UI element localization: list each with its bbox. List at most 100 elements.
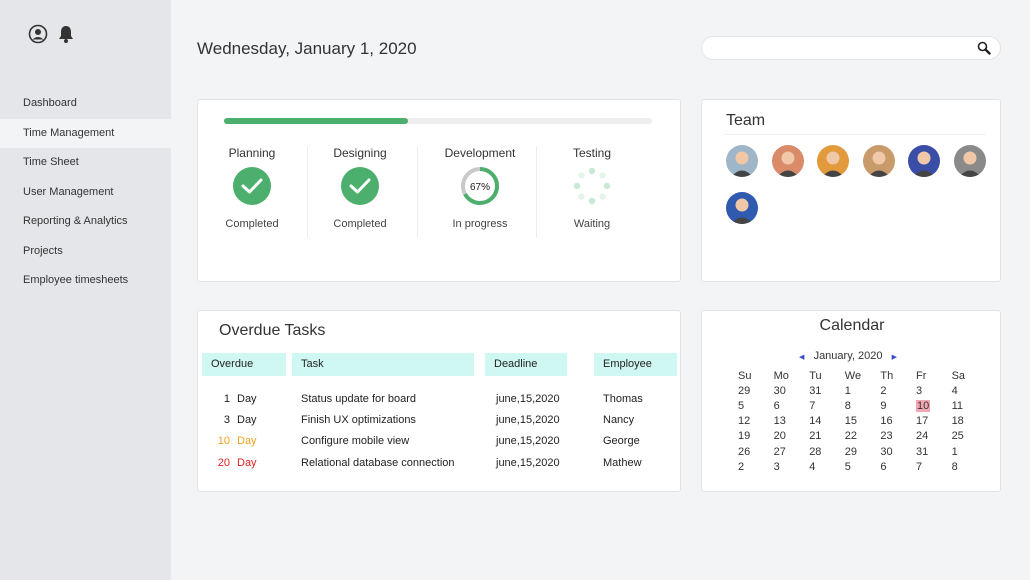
phase-status: Completed — [225, 218, 279, 230]
spinner-dot — [578, 193, 585, 200]
calendar-day[interactable]: 6 — [773, 399, 780, 412]
search-box[interactable] — [701, 36, 1001, 60]
calendar-day[interactable]: 30 — [880, 445, 893, 458]
calendar-day[interactable]: 30 — [773, 384, 786, 397]
calendar-day[interactable]: 25 — [951, 430, 964, 443]
calendar-day[interactable]: 7 — [915, 460, 923, 473]
chevron-left-icon[interactable]: ◀ — [799, 354, 805, 361]
calendar-day[interactable]: 12 — [738, 415, 751, 428]
calendar-day[interactable]: 3 — [915, 384, 923, 397]
phase-planning: Planning Completed — [192, 146, 312, 230]
sidebar-item-reporting-analytics[interactable]: Reporting & Analytics — [23, 215, 128, 227]
calendar-day[interactable]: 17 — [915, 415, 929, 428]
calendar-weekday: Su — [738, 369, 752, 382]
column-header-deadline[interactable]: Deadline — [485, 353, 567, 376]
sidebar-item-employee-timesheets[interactable]: Employee timesheets — [23, 274, 129, 286]
column-header-overdue[interactable]: Overdue — [202, 353, 286, 376]
overdue-unit: Day — [237, 457, 257, 469]
task-employee: George — [603, 435, 640, 447]
avatar[interactable] — [817, 145, 849, 177]
calendar-day[interactable]: 11 — [951, 399, 963, 412]
avatar[interactable] — [953, 145, 986, 177]
calendar-day[interactable]: 2 — [738, 460, 745, 473]
overdue-days: 20 — [217, 457, 230, 469]
table-row[interactable]: 1 Day Status update for board june,15,20… — [198, 393, 682, 409]
calendar-weekday: Th — [880, 369, 894, 382]
calendar-day[interactable]: 16 — [880, 415, 893, 428]
page-date: Wednesday, January 1, 2020 — [197, 39, 417, 58]
calendar-day[interactable]: 14 — [809, 415, 822, 428]
overdue-tasks-card: Overdue Tasks Overdue Task Deadline Empl… — [197, 310, 681, 492]
chevron-right-icon[interactable]: ▶ — [891, 354, 898, 361]
calendar-day[interactable]: 3 — [773, 460, 780, 473]
calendar-day[interactable]: 8 — [951, 460, 958, 473]
bell-icon[interactable] — [57, 24, 75, 49]
search-input[interactable] — [714, 37, 974, 59]
calendar-day[interactable]: 5 — [738, 399, 745, 412]
calendar-day[interactable]: 29 — [844, 445, 858, 458]
calendar-month-label: January, 2020 — [813, 350, 883, 362]
calendar-day[interactable]: 19 — [738, 430, 751, 443]
calendar-day[interactable]: 31 — [915, 445, 929, 458]
loading-spinner-icon — [572, 166, 612, 206]
calendar-day[interactable]: 6 — [880, 460, 887, 473]
table-row[interactable]: 3 Day Finish UX optimizations june,15,20… — [198, 414, 682, 430]
phase-name: Designing — [333, 146, 387, 160]
calendar-day[interactable]: 26 — [738, 445, 751, 458]
calendar-day[interactable]: 29 — [738, 384, 751, 397]
calendar-week-row: 29 30 31 1 2 3 4 — [730, 383, 979, 398]
avatar[interactable] — [862, 145, 895, 177]
table-row[interactable]: 20 Day Relational database connection ju… — [198, 457, 682, 473]
avatar[interactable] — [726, 145, 758, 177]
overdue-tasks-title: Overdue Tasks — [219, 322, 326, 339]
task-name: Finish UX optimizations — [301, 414, 416, 426]
calendar-day[interactable]: 31 — [809, 384, 822, 397]
calendar-day[interactable]: 22 — [844, 430, 858, 443]
user-circle-icon[interactable] — [28, 24, 48, 49]
calendar-weekday: Fr — [915, 369, 927, 382]
calendar-day[interactable]: 18 — [951, 415, 964, 428]
calendar-day[interactable]: 20 — [773, 430, 786, 443]
sidebar-item-time-sheet[interactable]: Time Sheet — [23, 156, 79, 168]
phase-status: Waiting — [573, 218, 611, 230]
calendar-day[interactable]: 28 — [809, 445, 822, 458]
avatar[interactable] — [908, 145, 940, 177]
column-header-task[interactable]: Task — [292, 353, 474, 376]
calendar-week-row: 5 6 7 8 9 10 11 — [730, 398, 979, 413]
calendar-day[interactable]: 4 — [951, 384, 958, 397]
calendar-day[interactable]: 7 — [809, 399, 816, 412]
calendar-day[interactable]: 21 — [809, 430, 822, 443]
calendar-day[interactable]: 5 — [844, 460, 851, 473]
phase-status: In progress — [452, 218, 508, 230]
phase-development: Development 67% In progress — [420, 146, 540, 230]
calendar-day[interactable]: 8 — [844, 399, 851, 412]
task-deadline: june,15,2020 — [496, 393, 560, 405]
team-title: Team — [726, 112, 766, 129]
calendar-day[interactable]: 13 — [773, 415, 786, 428]
overall-progress-bar — [224, 118, 652, 124]
task-name: Status update for board — [301, 393, 416, 405]
table-row[interactable]: 10 Day Configure mobile view june,15,202… — [198, 435, 682, 451]
overdue-unit: Day — [237, 435, 257, 447]
calendar-day[interactable]: 1 — [844, 384, 851, 397]
sidebar-item-projects[interactable]: Projects — [23, 244, 63, 257]
calendar-day-selected[interactable]: 10 — [915, 399, 931, 412]
column-header-employee[interactable]: Employee — [594, 353, 677, 376]
phase-name: Testing — [572, 146, 612, 160]
calendar-day[interactable]: 27 — [773, 445, 786, 458]
sidebar-item-user-management[interactable]: User Management — [23, 185, 114, 198]
avatar[interactable] — [771, 145, 804, 177]
progress-percent-label: 67% — [470, 182, 490, 193]
avatar[interactable] — [726, 192, 758, 224]
calendar-day[interactable]: 1 — [951, 445, 958, 458]
search-icon[interactable] — [977, 41, 991, 60]
task-name: Relational database connection — [301, 457, 455, 469]
sidebar-item-time-management[interactable]: Time Management — [0, 118, 171, 148]
calendar-day[interactable]: 24 — [915, 430, 929, 443]
calendar-day[interactable]: 4 — [809, 460, 816, 473]
calendar-day[interactable]: 9 — [880, 399, 887, 412]
calendar-day[interactable]: 15 — [844, 415, 858, 428]
sidebar-item-dashboard[interactable]: Dashboard — [23, 97, 77, 109]
calendar-day[interactable]: 2 — [880, 384, 887, 397]
calendar-day[interactable]: 23 — [880, 430, 893, 443]
